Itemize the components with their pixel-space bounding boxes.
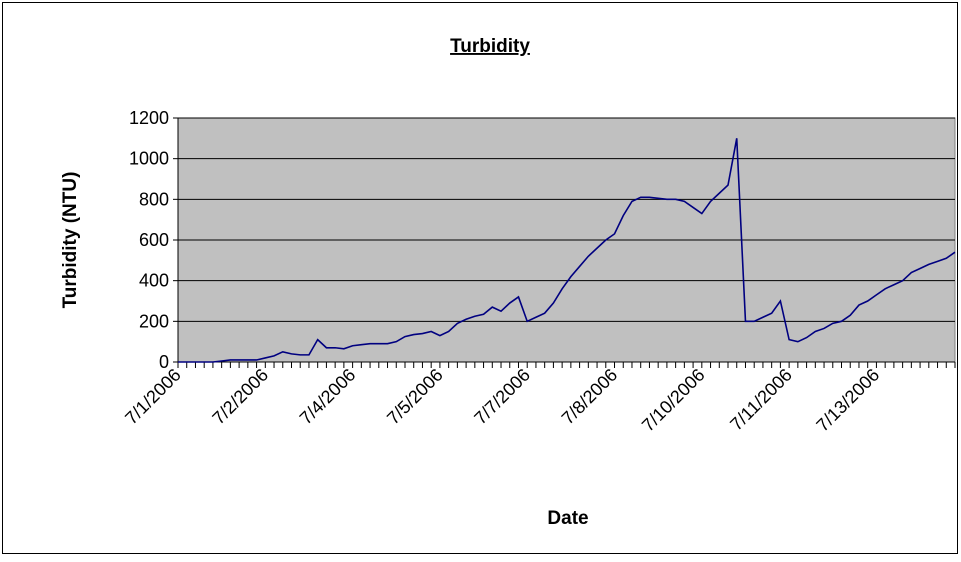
y-tick-label: 1200 — [129, 108, 169, 128]
y-axis-label: Turbidity (NTU) — [60, 172, 81, 309]
y-tick-label: 0 — [159, 352, 169, 372]
y-tick-label: 600 — [139, 230, 169, 250]
x-axis-label: Date — [547, 508, 588, 529]
y-tick-label: 800 — [139, 189, 169, 209]
data-line — [178, 138, 956, 363]
chart-title: Turbidity — [450, 36, 530, 57]
y-tick-label: 200 — [139, 311, 169, 331]
y-tick-label: 1000 — [129, 149, 169, 169]
y-tick-label: 400 — [139, 271, 169, 291]
